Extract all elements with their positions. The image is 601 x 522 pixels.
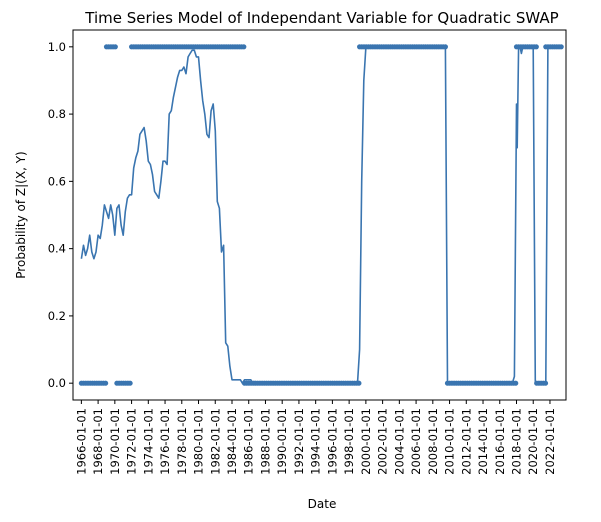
- y-tick-label: 1.0: [48, 40, 66, 54]
- plot-frame: [72, 29, 567, 401]
- x-tick-label: 1986-01-01: [242, 408, 256, 475]
- chart-title: Time Series Model of Independant Variabl…: [84, 9, 558, 27]
- x-tick-label: 2014-01-01: [476, 408, 490, 475]
- x-tick-label: 1978-01-01: [175, 408, 189, 475]
- x-tick-label: 1982-01-01: [208, 408, 222, 475]
- scatter-point: [127, 380, 133, 386]
- x-tick-label: 1998-01-01: [342, 408, 356, 475]
- x-tick-label: 1992-01-01: [292, 408, 306, 475]
- x-axis: 1966-01-01 1968-01-01 1970-01-01 1972-01-01…: [74, 400, 557, 475]
- plot-area: [78, 44, 564, 386]
- y-axis-label: Probability of Z|(X, Y): [14, 151, 28, 278]
- scatter-point: [241, 44, 247, 50]
- x-tick-label: 2012-01-01: [459, 408, 473, 475]
- scatter-point: [533, 44, 539, 50]
- x-tick-label: 2020-01-01: [526, 408, 540, 475]
- y-axis: 0.0 0.2 0.4 0.6 0.8 1.0: [48, 40, 73, 390]
- x-tick-label: 2018-01-01: [510, 408, 524, 475]
- x-tick-label: 1968-01-01: [91, 408, 105, 475]
- x-tick-label: 1972-01-01: [125, 408, 139, 475]
- x-tick-label: 2004-01-01: [392, 408, 406, 475]
- y-tick-label: 0.8: [48, 107, 66, 121]
- x-tick-label: 1974-01-01: [141, 408, 155, 475]
- x-tick-label: 1984-01-01: [225, 408, 239, 475]
- x-tick-label: 1976-01-01: [158, 408, 172, 475]
- y-tick-label: 0.6: [48, 174, 66, 188]
- x-tick-label: 1988-01-01: [259, 408, 273, 475]
- y-tick-label: 0.4: [48, 242, 66, 256]
- x-tick-label: 2002-01-01: [376, 408, 390, 475]
- y-tick-label: 0.2: [48, 309, 66, 323]
- x-axis-label: Date: [308, 497, 337, 511]
- x-tick-label: 1990-01-01: [275, 408, 289, 475]
- x-tick-label: 1980-01-01: [192, 408, 206, 475]
- series-line: [80, 45, 562, 385]
- scatter-point: [103, 380, 109, 386]
- scatter-point: [513, 380, 519, 386]
- scatter-point: [112, 44, 118, 50]
- x-tick-label: 2008-01-01: [426, 408, 440, 475]
- x-tick-label: 2016-01-01: [493, 408, 507, 475]
- x-tick-label: 2022-01-01: [543, 408, 557, 475]
- x-tick-label: 1970-01-01: [108, 408, 122, 475]
- x-tick-label: 2010-01-01: [443, 408, 457, 475]
- x-tick-label: 2006-01-01: [409, 408, 423, 475]
- x-tick-label: 1966-01-01: [74, 408, 88, 475]
- x-tick-label: 1994-01-01: [309, 408, 323, 475]
- y-tick-label: 0.0: [48, 376, 66, 390]
- x-tick-label: 2000-01-01: [359, 408, 373, 475]
- x-tick-label: 1996-01-01: [325, 408, 339, 475]
